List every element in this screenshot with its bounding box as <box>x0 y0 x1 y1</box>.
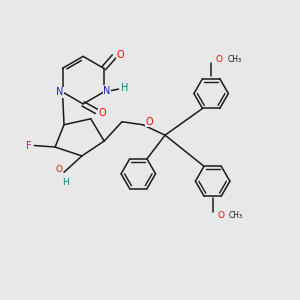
Text: O: O <box>146 117 153 127</box>
Text: CH₃: CH₃ <box>229 211 243 220</box>
Text: O: O <box>99 108 106 118</box>
Text: O: O <box>56 165 62 174</box>
Text: N: N <box>56 87 63 97</box>
Text: CH₃: CH₃ <box>227 55 242 64</box>
Text: O: O <box>116 50 124 60</box>
Text: O: O <box>217 211 224 220</box>
Text: H: H <box>62 178 68 187</box>
Text: H: H <box>122 82 129 93</box>
Text: N: N <box>103 85 110 96</box>
Text: O: O <box>216 55 223 64</box>
Text: F: F <box>26 140 31 151</box>
